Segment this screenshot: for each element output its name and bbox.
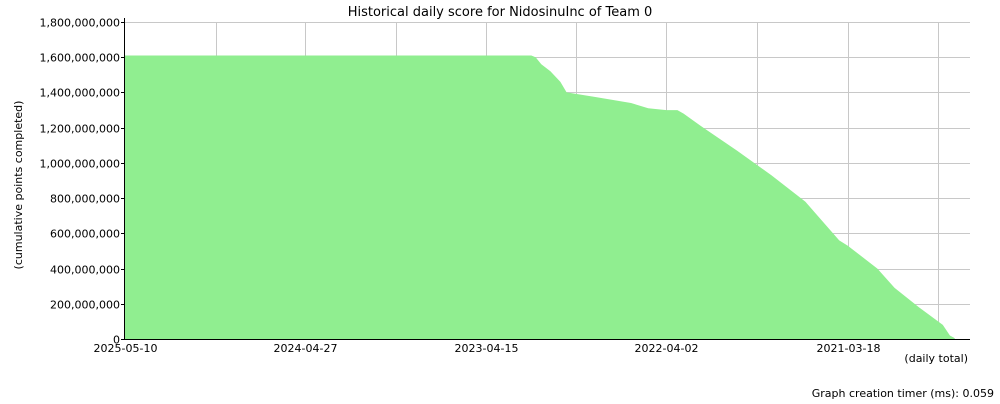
x-tick-label: 2022-04-02 — [635, 342, 699, 355]
y-tick-label: 1,000,000,000 — [40, 158, 120, 171]
x-axis-label: (daily total) — [904, 352, 968, 365]
x-tick-label: 2025-05-10 — [94, 342, 158, 355]
y-tick-label: 1,200,000,000 — [40, 123, 120, 136]
y-tick-label: 800,000,000 — [50, 193, 120, 206]
axes — [121, 18, 970, 340]
chart-title: Historical daily score for NidosinuInc o… — [348, 5, 653, 20]
y-tick-label: 1,800,000,000 — [40, 17, 120, 30]
x-tick-label: 2021-03-18 — [817, 342, 881, 355]
footer-timer: Graph creation timer (ms): 0.059 — [812, 387, 994, 400]
y-tick-label: 1,400,000,000 — [40, 87, 120, 100]
series-area — [125, 55, 955, 339]
y-tick-label: 600,000,000 — [50, 228, 120, 241]
x-tick-label: 2024-04-27 — [274, 342, 338, 355]
x-tick-label: 2023-04-15 — [455, 342, 519, 355]
y-tick-label: 400,000,000 — [50, 264, 120, 277]
y-tick-label: 0 — [113, 334, 120, 347]
y-tick-label: 1,600,000,000 — [40, 52, 120, 65]
tick-labels: 0 200,000,000 400,000,000 600,000,000 800,00… — [40, 17, 881, 356]
y-tick-label: 200,000,000 — [50, 299, 120, 312]
y-axis-label: (cumulative points completed) — [12, 101, 25, 270]
